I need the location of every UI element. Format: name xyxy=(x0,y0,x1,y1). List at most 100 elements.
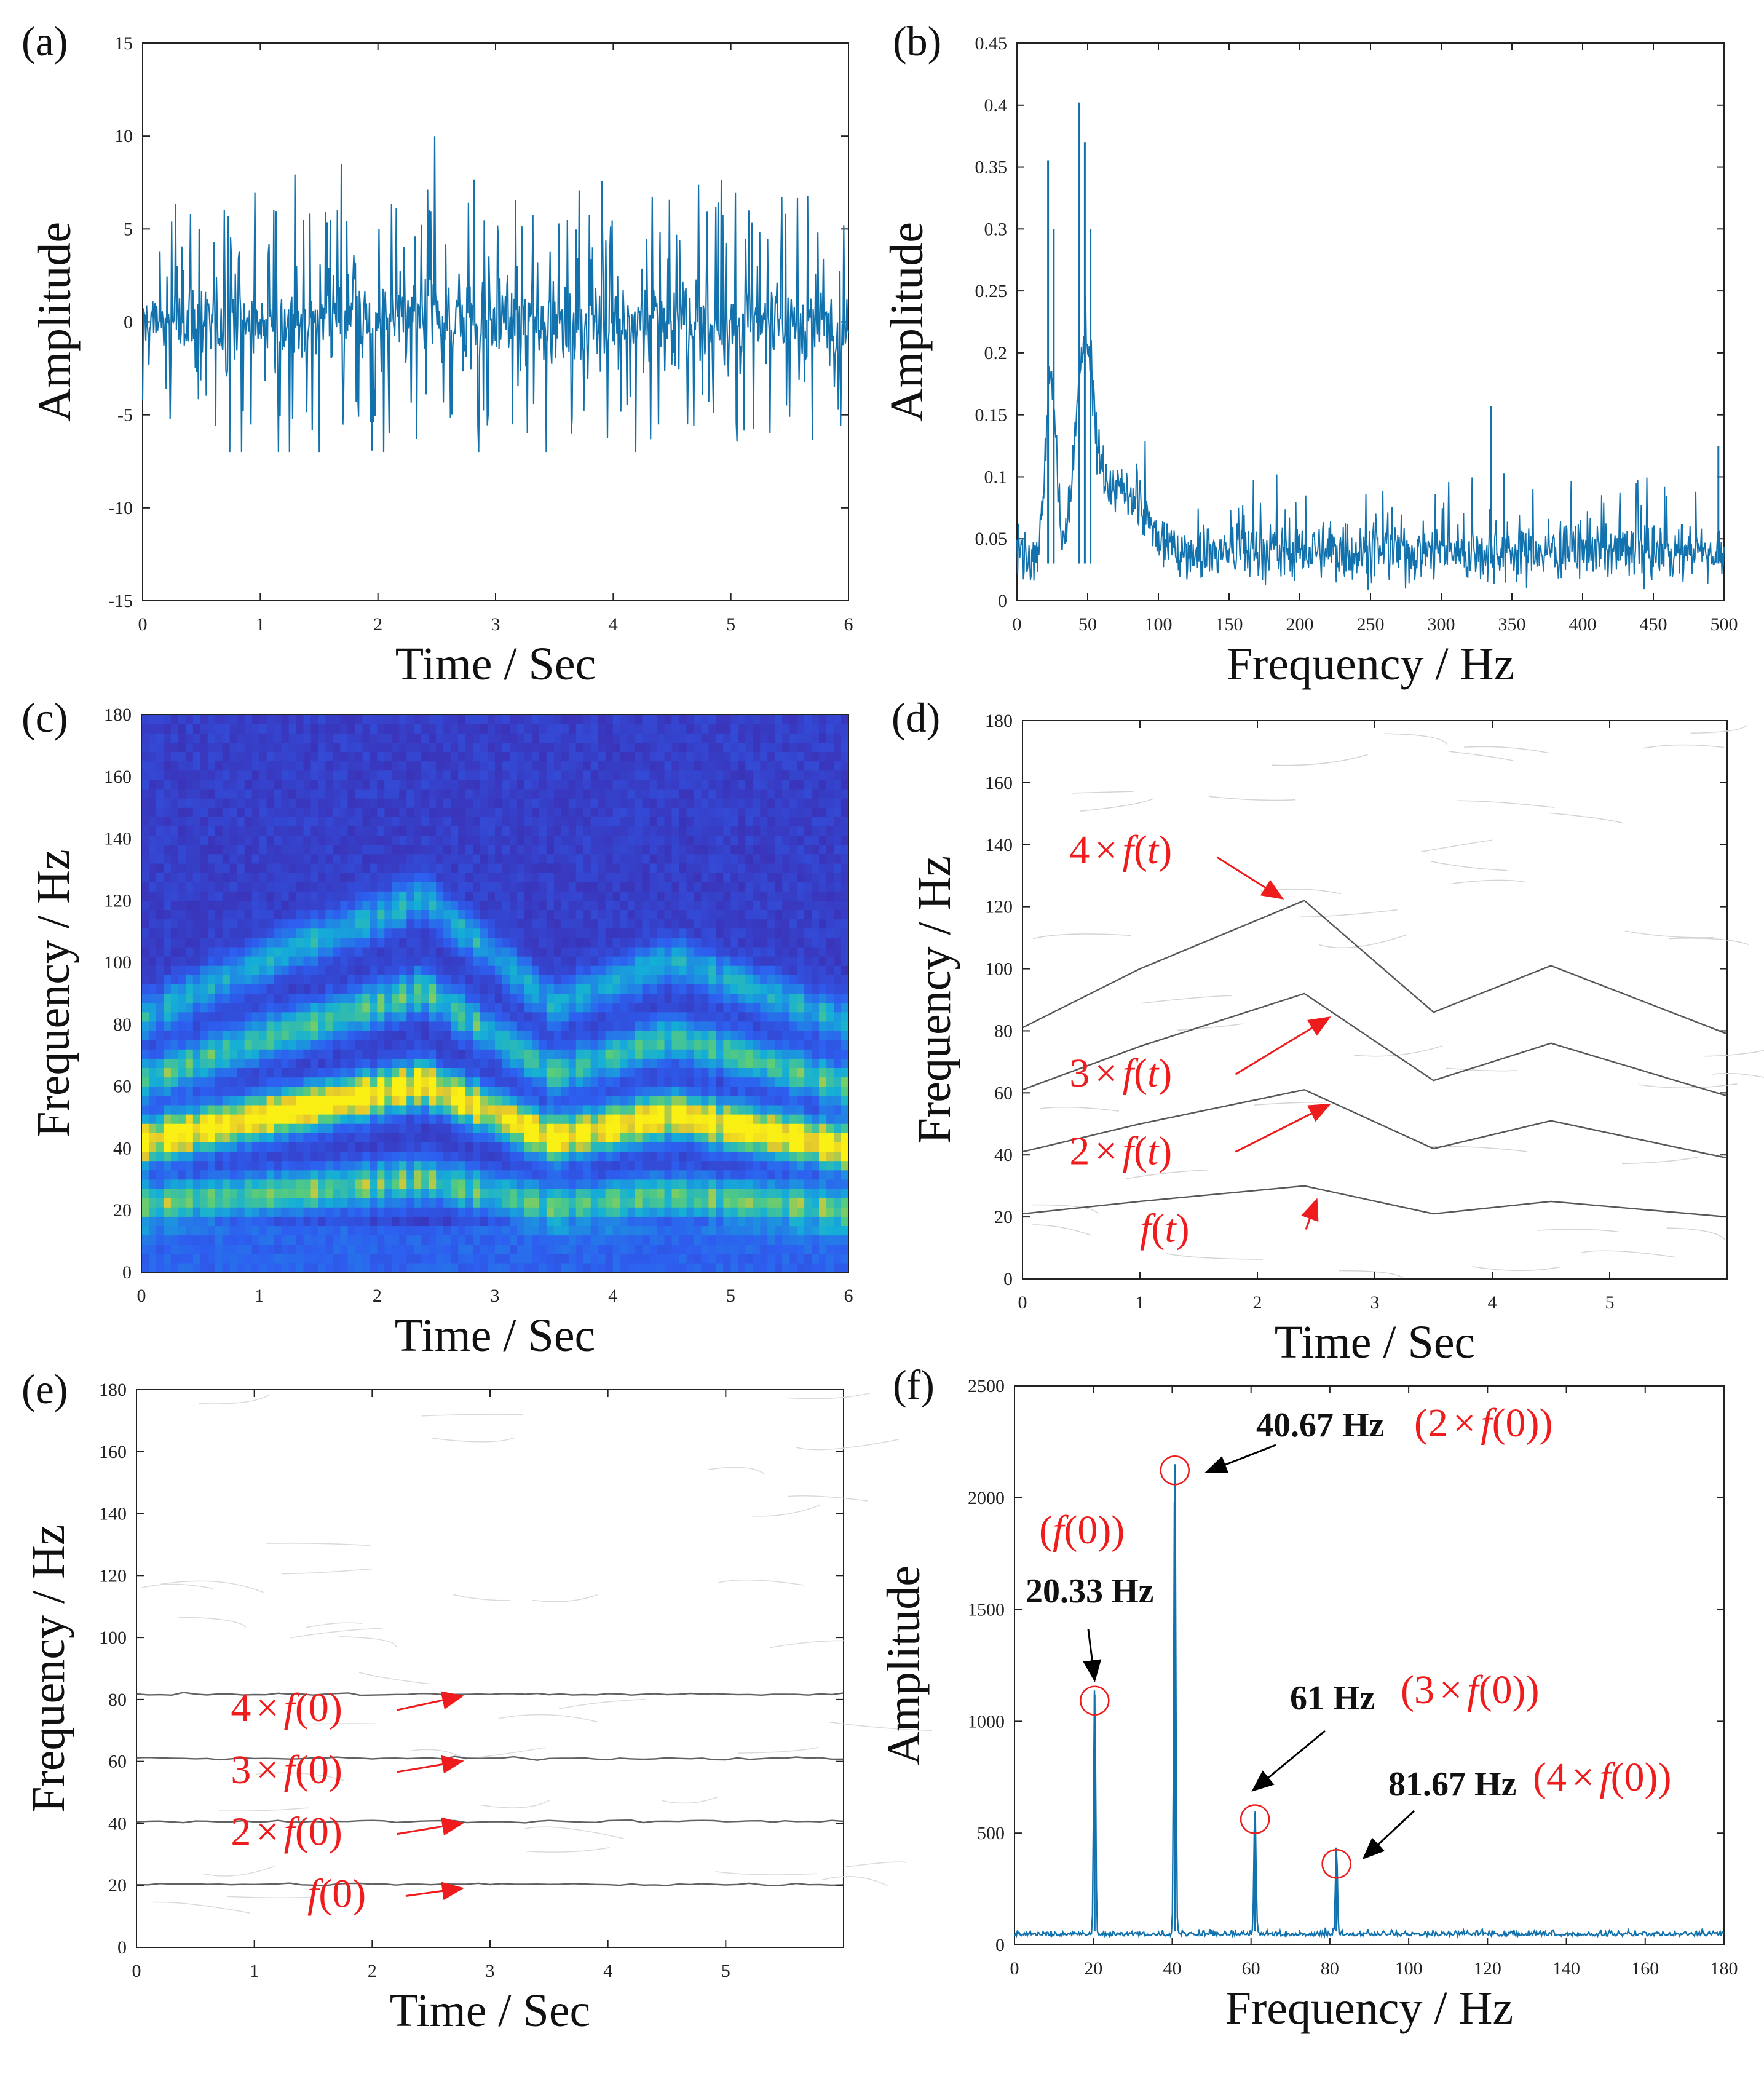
heatmap-cell xyxy=(553,1142,562,1152)
heatmap-cell xyxy=(458,1198,466,1208)
heatmap-cell xyxy=(296,1170,304,1180)
heatmap-cell xyxy=(465,956,473,966)
heatmap-cell xyxy=(222,1151,231,1162)
heatmap-cell xyxy=(524,817,532,826)
heatmap-cell xyxy=(458,1207,466,1217)
heatmap-cell xyxy=(178,882,186,892)
heatmap-cell xyxy=(701,798,709,808)
heatmap-cell xyxy=(274,742,282,753)
heatmap-cell xyxy=(509,1170,518,1180)
heatmap-cell xyxy=(568,1114,577,1124)
heatmap-cell xyxy=(451,1207,459,1217)
heatmap-cell xyxy=(473,1216,481,1227)
heatmap-cell xyxy=(163,779,172,790)
heatmap-cell xyxy=(642,993,651,1003)
heatmap-cell xyxy=(561,1021,569,1031)
heatmap-cell xyxy=(384,761,392,771)
heatmap-cell xyxy=(495,1030,503,1040)
heatmap-cell xyxy=(414,807,422,817)
heatmap-cell xyxy=(392,900,400,911)
heatmap-cell xyxy=(244,956,253,966)
heatmap-cell xyxy=(207,826,216,836)
heatmap-cell xyxy=(399,724,407,734)
heatmap-cell xyxy=(716,928,724,938)
heatmap-cell xyxy=(451,1011,459,1022)
heatmap-cell xyxy=(340,1021,349,1031)
heatmap-cell xyxy=(377,1188,385,1198)
heatmap-cell xyxy=(553,1188,562,1198)
heatmap-cell xyxy=(686,1244,695,1254)
heatmap-cell xyxy=(178,900,186,911)
y-tick-label: 0.25 xyxy=(975,281,1008,301)
heatmap-cell xyxy=(546,1198,555,1208)
heatmap-cell xyxy=(436,807,444,817)
heatmap-cell xyxy=(701,1151,709,1162)
heatmap-cell xyxy=(524,965,532,975)
heatmap-cell xyxy=(429,965,437,975)
heatmap-cell xyxy=(222,844,231,855)
heatmap-cell xyxy=(553,1114,562,1124)
heatmap-cell xyxy=(620,817,628,826)
heatmap-cell xyxy=(229,891,238,901)
heatmap-cell xyxy=(192,770,201,780)
heatmap-cell xyxy=(465,975,473,984)
heatmap-cell xyxy=(170,1011,179,1022)
heatmap-cell xyxy=(495,1095,503,1106)
heatmap-cell xyxy=(207,1067,216,1078)
heatmap-cell xyxy=(156,1133,164,1142)
heatmap-cell xyxy=(156,975,164,984)
heatmap-cell xyxy=(251,1123,260,1133)
heatmap-cell xyxy=(259,742,267,753)
heatmap-cell xyxy=(156,1207,164,1217)
heatmap-cell xyxy=(635,788,643,799)
heatmap-cell xyxy=(399,937,407,948)
heatmap-cell xyxy=(664,919,673,929)
heatmap-cell xyxy=(686,937,695,948)
heatmap-cell xyxy=(723,1067,731,1078)
heatmap-cell xyxy=(251,1262,260,1273)
heatmap-cells xyxy=(141,714,849,1273)
heatmap-cell xyxy=(377,1021,385,1031)
heatmap-cell xyxy=(516,1133,525,1142)
y-tick-label: 180 xyxy=(104,705,132,725)
heatmap-cell xyxy=(701,761,709,771)
heatmap-cell xyxy=(509,733,518,743)
heatmap-cell xyxy=(347,928,355,938)
heatmap-cell xyxy=(451,1253,459,1264)
heatmap-cell xyxy=(392,1067,400,1078)
heatmap-cell xyxy=(266,1216,275,1227)
heatmap-cell xyxy=(392,1104,400,1115)
heatmap-cell xyxy=(244,1235,253,1245)
heatmap-cell xyxy=(281,1151,290,1162)
heatmap-cell xyxy=(443,1225,451,1236)
heatmap-cell xyxy=(222,1216,231,1227)
heatmap-cell xyxy=(274,1244,282,1254)
heatmap-cell xyxy=(612,1244,621,1254)
heatmap-cell xyxy=(502,1021,510,1031)
heatmap-cell xyxy=(406,1262,414,1273)
heatmap-cell xyxy=(488,835,496,845)
heatmap-cell xyxy=(553,807,562,817)
heatmap-cell xyxy=(281,900,290,911)
heatmap-cell xyxy=(561,863,569,873)
heatmap-cell xyxy=(671,1067,680,1078)
heatmap-cell xyxy=(473,1179,481,1189)
heatmap-cell xyxy=(429,1011,437,1022)
heatmap-cell xyxy=(701,1225,709,1236)
heatmap-cell xyxy=(185,928,194,938)
heatmap-cell xyxy=(612,1160,621,1171)
heatmap-cell xyxy=(488,937,496,948)
heatmap-cell xyxy=(251,714,260,724)
heatmap-cell xyxy=(730,1133,738,1142)
heatmap-cell xyxy=(546,807,555,817)
heatmap-cell xyxy=(222,1179,231,1189)
heatmap-cell xyxy=(325,1207,334,1217)
heatmap-cell xyxy=(686,724,695,734)
heatmap-cell xyxy=(222,770,231,780)
heatmap-cell xyxy=(605,853,614,864)
heatmap-cell xyxy=(671,1123,680,1133)
heatmap-cell xyxy=(333,1104,341,1115)
heatmap-cell xyxy=(524,853,532,864)
heatmap-cell xyxy=(178,844,186,855)
heatmap-cell xyxy=(318,1142,326,1152)
